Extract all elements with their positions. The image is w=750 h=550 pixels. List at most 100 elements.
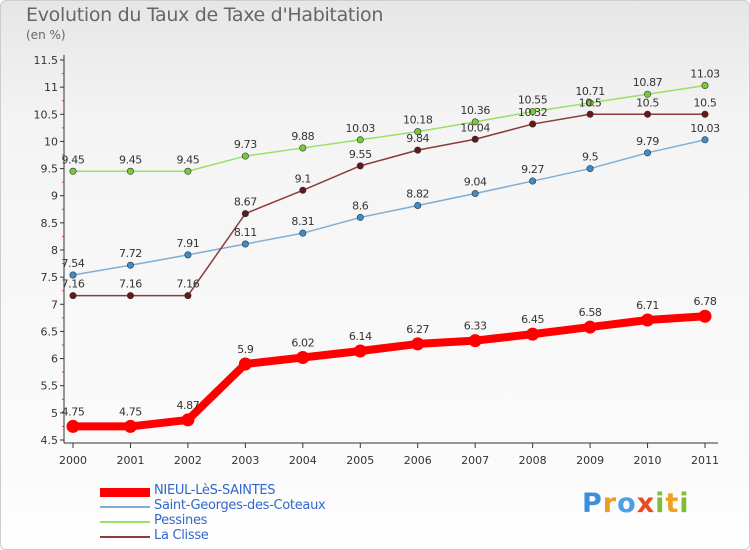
data-label: 9.55: [349, 148, 372, 161]
data-labels-layer: 7.54 7.72 7.91 8.11 8.31 8.6 8.82 9.04 9.27 9.5 9.…: [62, 68, 721, 419]
legend-label: NIEUL-LèS-SAINTES: [154, 483, 276, 498]
data-label: 10.5: [694, 96, 717, 109]
x-tick-label: 2008: [519, 454, 547, 467]
data-point: [69, 271, 77, 279]
series-line: [69, 312, 709, 431]
data-label: 10.87: [633, 76, 663, 89]
data-point: [356, 136, 364, 144]
data-label: 4.75: [62, 405, 85, 418]
x-tick-label: 2007: [461, 454, 489, 467]
data-point: [123, 419, 137, 433]
data-label: 10.71: [575, 85, 605, 98]
data-point: [414, 201, 422, 209]
data-label: 9.27: [521, 163, 544, 176]
data-label: 6.14: [349, 330, 372, 343]
x-tick-label: 2011: [691, 454, 719, 467]
data-point: [526, 327, 540, 341]
data-point: [586, 99, 594, 107]
data-point: [701, 110, 709, 118]
y-tick-label: 9.5: [41, 163, 59, 176]
y-tick-label: 10.5: [34, 108, 59, 121]
data-label: 9.1: [295, 172, 311, 185]
data-point: [241, 240, 249, 248]
data-label: 9.45: [62, 153, 85, 166]
data-point: [184, 251, 192, 259]
logo-letter: i: [655, 488, 666, 519]
y-tick-label: 5: [51, 407, 58, 420]
data-label: 8.11: [234, 226, 257, 239]
data-label: 6.71: [636, 299, 659, 312]
data-label: 9.73: [234, 138, 257, 151]
data-point: [69, 167, 77, 175]
series-line: [72, 84, 706, 173]
data-point: [299, 144, 307, 152]
data-label: 10.18: [403, 114, 433, 127]
legend-swatch: [100, 521, 150, 523]
logo-letter: i: [679, 488, 690, 519]
data-point: [414, 146, 422, 154]
data-label: 9.84: [406, 132, 429, 145]
data-label: 10.03: [690, 122, 720, 135]
series-saint-georges-des-coteaux: [69, 136, 709, 279]
data-point: [471, 135, 479, 143]
data-label: 7.72: [119, 247, 142, 260]
chart-title: Evolution du Taux de Taxe d'Habitation: [26, 4, 384, 26]
logo-letter: P: [582, 488, 603, 519]
x-tick-label: 2006: [404, 454, 432, 467]
data-point: [586, 165, 594, 173]
data-label: 9.45: [119, 153, 142, 166]
data-label: 10.36: [460, 104, 490, 117]
data-point: [299, 229, 307, 237]
y-tick-label: 9: [51, 190, 58, 203]
series-line: [72, 139, 706, 276]
data-point: [414, 128, 422, 136]
data-point: [529, 177, 537, 185]
data-label: 11.03: [690, 68, 720, 81]
x-tick-label: 2001: [116, 454, 144, 467]
data-point: [698, 309, 712, 323]
data-point: [586, 110, 594, 118]
y-tick-label: 11.5: [34, 54, 59, 67]
data-point: [126, 292, 134, 300]
legend-swatch: [100, 536, 150, 538]
series-nieul-l-s-saintes: [66, 309, 712, 433]
data-label: 7.16: [119, 278, 142, 291]
legend-swatch: [100, 506, 150, 508]
data-label: 6.58: [579, 306, 602, 319]
data-label: 6.45: [521, 313, 544, 326]
y-tick-label: 4.5: [41, 434, 59, 447]
data-point: [644, 90, 652, 98]
x-tick-label: 2010: [634, 454, 662, 467]
data-label: 7.16: [176, 278, 199, 291]
data-label: 6.78: [694, 295, 717, 308]
data-point: [701, 82, 709, 90]
data-label: 9.04: [464, 176, 487, 189]
x-tick-label: 2000: [59, 454, 87, 467]
y-tick-label: 8.5: [41, 217, 59, 230]
data-label: 8.6: [352, 199, 369, 212]
data-point: [184, 167, 192, 175]
data-label: 9.79: [636, 135, 659, 148]
data-label: 9.88: [291, 130, 314, 143]
logo-letter: r: [602, 488, 618, 519]
data-label: 10.5: [579, 96, 602, 109]
y-tick-label: 10: [44, 135, 58, 148]
data-point: [471, 190, 479, 198]
y-tick-label: 11: [44, 81, 58, 94]
data-label: 7.16: [62, 278, 85, 291]
data-label: 6.02: [291, 336, 314, 349]
data-point: [529, 108, 537, 116]
data-point: [644, 149, 652, 157]
legend-label: Saint-Georges-des-Coteaux: [154, 498, 326, 513]
data-point: [69, 292, 77, 300]
series-pessines: [69, 82, 709, 175]
x-tick-label: 2002: [174, 454, 202, 467]
data-point: [184, 292, 192, 300]
data-label: 4.75: [119, 405, 142, 418]
data-point: [66, 419, 80, 433]
chart-subtitle: (en %): [26, 28, 66, 42]
data-point: [238, 357, 252, 371]
data-point: [644, 110, 652, 118]
